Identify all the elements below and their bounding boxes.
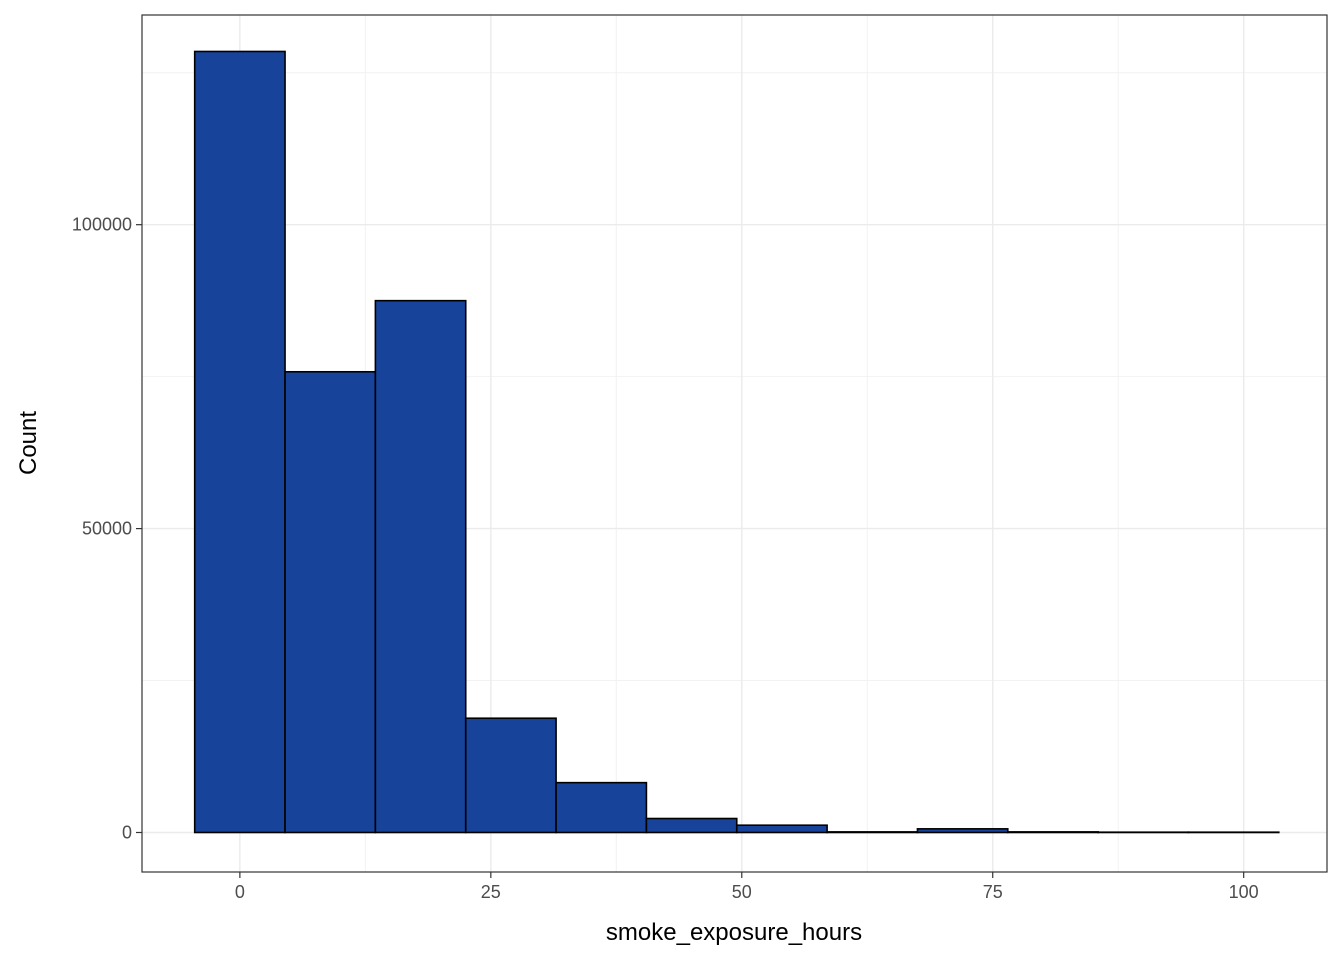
histogram-bar-7 <box>826 831 919 834</box>
x-axis-title: smoke_exposure_hours <box>606 919 862 946</box>
histogram-bar-8 <box>916 828 1009 834</box>
histogram-bar-4 <box>555 781 648 834</box>
histogram-bar-6 <box>735 824 828 834</box>
x-tick-label-1: 25 <box>481 882 501 902</box>
minor-gridlines <box>142 15 1327 872</box>
histogram-bars <box>193 50 1280 834</box>
histogram-bar-0 <box>193 50 286 834</box>
histogram-bar-3 <box>464 717 557 834</box>
x-tick-label-3: 75 <box>983 882 1003 902</box>
y-axis-title: Count <box>15 411 42 475</box>
histogram-bar-5 <box>645 817 738 834</box>
y-tick-label-2: 100000 <box>72 215 132 235</box>
y-axis: 0 50000 100000 <box>72 215 142 842</box>
x-axis: 0 25 50 75 100 <box>235 872 1259 902</box>
histogram-bar-1 <box>284 370 377 834</box>
histogram-bar-9 <box>1006 831 1099 834</box>
y-tick-label-1: 50000 <box>82 519 132 539</box>
x-tick-label-4: 100 <box>1229 882 1259 902</box>
x-tick-label-0: 0 <box>235 882 245 902</box>
x-tick-label-2: 50 <box>732 882 752 902</box>
plot-panel-border <box>141 14 1328 873</box>
y-tick-label-0: 0 <box>122 822 132 842</box>
histogram-bar-2 <box>374 299 467 834</box>
